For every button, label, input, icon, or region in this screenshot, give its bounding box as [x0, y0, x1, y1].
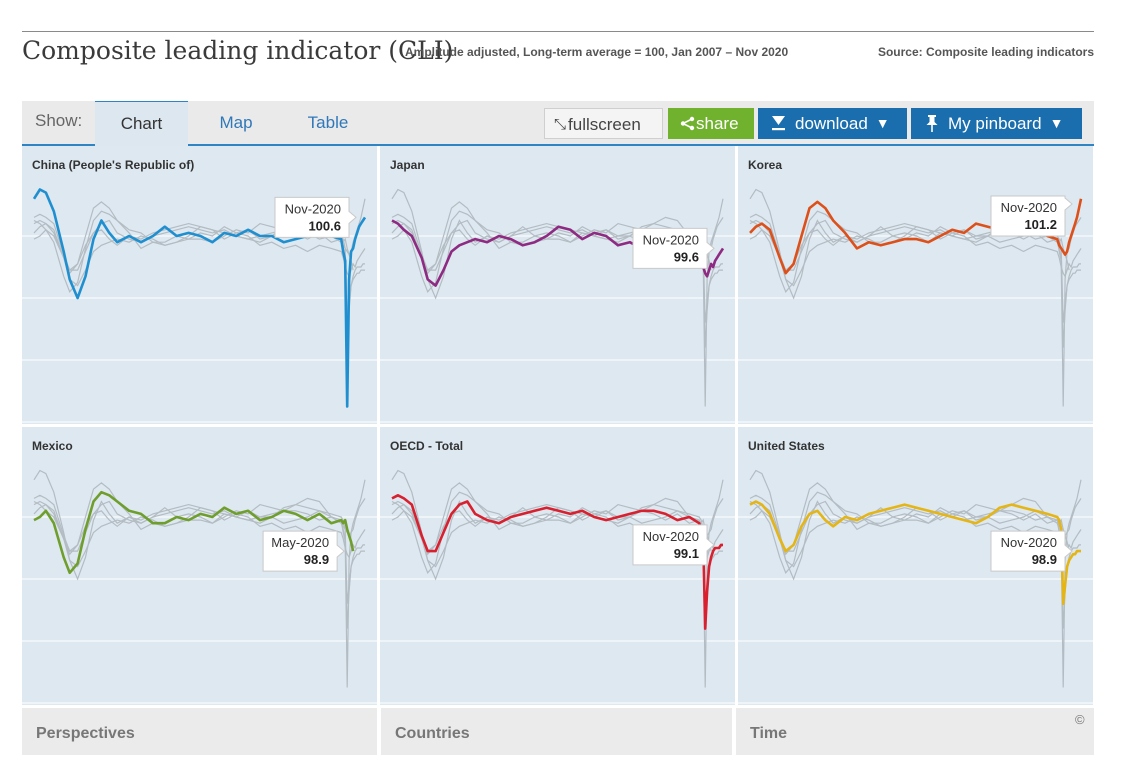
background-series-line-korea — [749, 479, 1082, 556]
download-label: download — [795, 114, 868, 133]
oecd-chart: Nov-2020 99.1 — [380, 469, 735, 704]
panel-title: Japan — [390, 158, 425, 172]
series-line-korea — [749, 198, 1083, 275]
china-chart: Nov-2020 100.6 — [22, 188, 377, 423]
panel-china[interactable]: Nov-2020 100.6 China (People's Republic o… — [22, 146, 377, 424]
panel-mexico[interactable]: May-2020 98.9 Mexico — [22, 427, 377, 705]
korea-chart: Nov-2020 101.2 — [738, 188, 1093, 423]
label-date: Nov-2020 — [643, 232, 699, 247]
header-divider — [22, 31, 1094, 32]
background-series-line-korea — [391, 479, 724, 556]
panel-oecd-total[interactable]: Nov-2020 99.1 OECD - Total — [380, 427, 735, 705]
source-note: Source: Composite leading indicators — [877, 45, 1094, 59]
fullscreen-button[interactable]: ⤡ fullscreen — [544, 108, 663, 139]
panel-title: China (People's Republic of) — [32, 158, 195, 172]
fullscreen-label: fullscreen — [568, 115, 641, 134]
value-label-box — [274, 196, 357, 238]
value-label: Nov-2020 99.6 — [632, 227, 715, 269]
background-series-line-mexico — [749, 491, 1070, 574]
tab-chart[interactable]: Chart — [95, 101, 188, 146]
label-value: 100.6 — [308, 218, 341, 233]
value-label-box — [632, 227, 715, 269]
share-button[interactable]: share — [668, 108, 754, 139]
label-value: 98.9 — [1032, 552, 1057, 567]
background-series-line-mexico — [391, 491, 712, 574]
label-value: 99.6 — [674, 249, 699, 264]
share-label: share — [696, 114, 739, 133]
label-value: 99.1 — [674, 546, 699, 561]
label-date: May-2020 — [271, 535, 329, 550]
panel-united-states[interactable]: Nov-2020 98.9 United States — [738, 427, 1093, 705]
toolbar: Show: Chart Map Table ⤡ fullscreen share … — [22, 101, 1094, 146]
tab-table[interactable]: Table — [307, 113, 349, 132]
series-line-oecd-total — [391, 494, 723, 630]
label-date: Nov-2020 — [1001, 535, 1057, 550]
background-series-line-united-states — [749, 219, 1081, 323]
value-label: Nov-2020 100.6 — [274, 196, 357, 238]
copyright-icon: © — [1075, 712, 1085, 727]
footer-time[interactable]: Time — [736, 708, 1094, 755]
value-label-box — [990, 530, 1073, 572]
footer-countries[interactable]: Countries — [381, 708, 732, 755]
show-label: Show: — [35, 111, 83, 130]
pin-icon — [926, 108, 938, 142]
label-date: Nov-2020 — [1001, 200, 1057, 215]
value-label-box — [990, 195, 1073, 237]
value-label-box — [262, 530, 345, 572]
panel-korea[interactable]: Nov-2020 101.2 Korea — [738, 146, 1093, 424]
footer-perspectives[interactable]: Perspectives — [22, 708, 377, 755]
us-chart: Nov-2020 98.9 — [738, 469, 1093, 704]
japan-chart: Nov-2020 99.6 — [380, 188, 735, 423]
label-date: Nov-2020 — [285, 201, 341, 216]
download-icon — [771, 108, 786, 141]
panel-title: Mexico — [32, 439, 73, 453]
value-label: Nov-2020 101.2 — [990, 195, 1073, 237]
page-subtitle: Amplitude adjusted, Long-term average = … — [405, 45, 789, 59]
tab-map[interactable]: Map — [219, 113, 253, 132]
share-icon — [680, 108, 695, 141]
mexico-chart: May-2020 98.9 — [22, 469, 377, 704]
value-label: Nov-2020 99.1 — [632, 524, 715, 566]
label-date: Nov-2020 — [643, 529, 699, 544]
series-line-mexico — [33, 490, 355, 575]
page-title: Composite leading indicator (CLI) — [22, 36, 454, 65]
panel-japan[interactable]: Nov-2020 99.6 Japan — [380, 146, 735, 424]
background-series-line-korea — [33, 479, 366, 556]
pinboard-button[interactable]: My pinboard ▼ — [911, 108, 1082, 139]
small-multiples-grid: Nov-2020 100.6 China (People's Republic o… — [22, 146, 1094, 706]
series-line-china — [32, 188, 367, 408]
series-line-japan — [391, 219, 725, 287]
download-button[interactable]: download ▼ — [758, 108, 907, 139]
background-series-line-united-states — [391, 219, 723, 323]
series-line-united-states — [749, 500, 1081, 606]
label-value: 101.2 — [1024, 217, 1057, 232]
caret-down-icon: ▼ — [875, 115, 890, 131]
value-label: Nov-2020 98.9 — [990, 530, 1073, 572]
label-value: 98.9 — [304, 552, 329, 567]
panel-title: Korea — [748, 158, 783, 172]
value-label: May-2020 98.9 — [262, 530, 345, 572]
panel-title: OECD - Total — [390, 439, 464, 453]
caret-down-icon: ▼ — [1049, 115, 1064, 131]
expand-icon: ⤡ — [554, 116, 567, 133]
pinboard-label: My pinboard — [948, 114, 1042, 133]
panel-title: United States — [748, 439, 825, 453]
value-label-box — [632, 524, 715, 566]
